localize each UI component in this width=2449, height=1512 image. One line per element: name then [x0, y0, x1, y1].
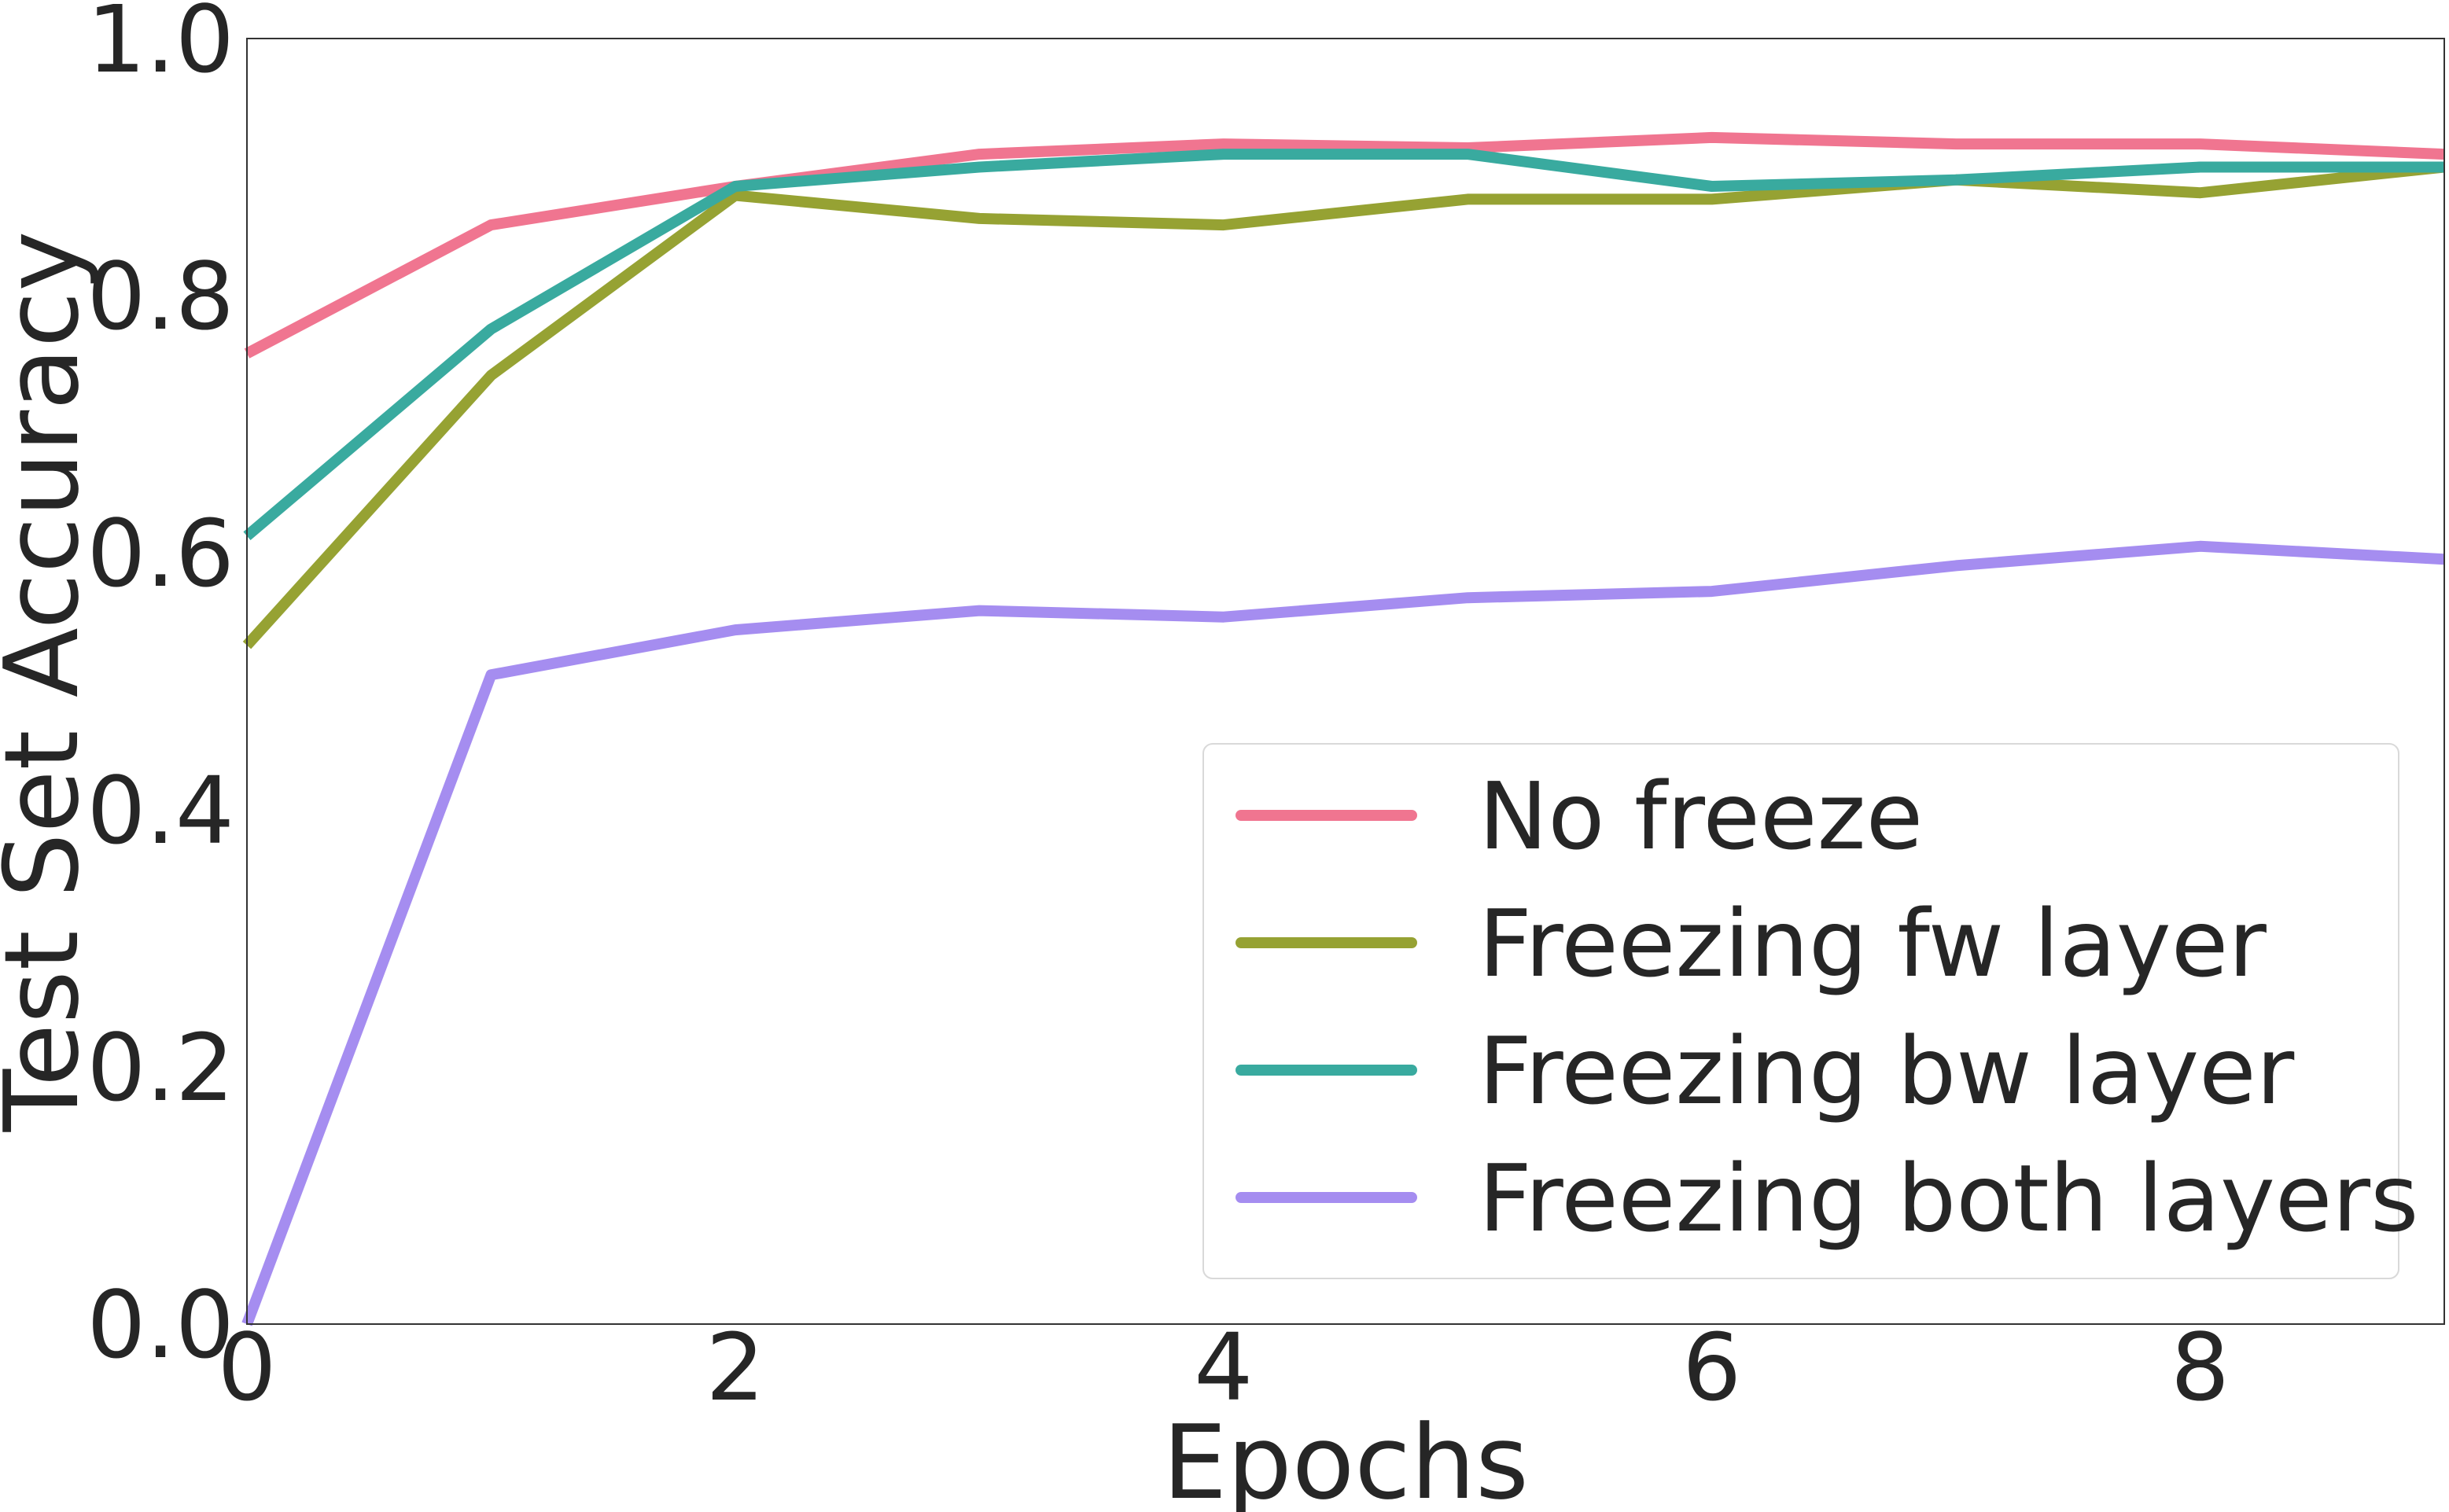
series-layer: [241, 131, 2445, 1326]
y-axis-label: Test Set Accuracy: [0, 231, 101, 1133]
series-line-1: [242, 161, 2445, 649]
x-tick-label: 2: [705, 1313, 764, 1422]
x-tick-label: 0: [217, 1313, 276, 1422]
x-tick-label: 4: [1194, 1313, 1253, 1422]
y-tick-label: 1.0: [87, 0, 234, 94]
legend-label: Freezing bw layer: [1479, 1017, 2295, 1125]
y-tick-labels: 0.0 0.2 0.4 0.6 0.8 1.0: [87, 0, 234, 1379]
x-axis-label: Epochs: [1162, 1403, 1529, 1512]
y-tick-label: 0.6: [87, 499, 234, 608]
y-tick-label: 0.8: [87, 242, 234, 351]
legend-box: [1202, 743, 2399, 1279]
series-line-3: [241, 540, 2445, 1326]
y-tick-label: 0.0: [87, 1271, 234, 1379]
legend: No freeze Freezing fw layer Freezing bw la…: [1202, 743, 2419, 1279]
y-tick-label: 0.4: [87, 756, 234, 865]
x-tick-label: 8: [2171, 1313, 2230, 1422]
legend-label: No freeze: [1479, 762, 1923, 870]
y-tick-label: 0.2: [87, 1014, 234, 1122]
legend-label: Freezing both layers: [1479, 1144, 2419, 1253]
x-tick-label: 6: [1682, 1313, 1741, 1422]
series-line-0: [244, 131, 2445, 359]
x-tick-labels: 0 2 4 6 8: [217, 1313, 2230, 1422]
series-line-2: [243, 149, 2444, 541]
legend-label: Freezing fw layer: [1479, 889, 2267, 998]
plot-frame: [246, 38, 2445, 1325]
